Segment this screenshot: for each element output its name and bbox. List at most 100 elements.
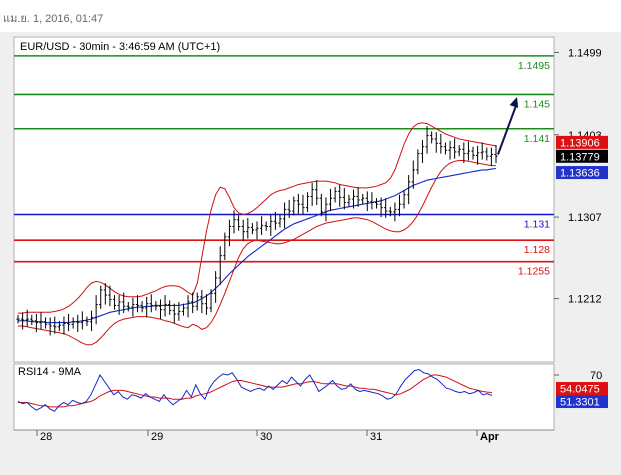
candle (241, 219, 245, 242)
candle (149, 294, 153, 313)
candle (347, 194, 351, 207)
x-tick-label: 30 (260, 431, 272, 443)
candle (356, 187, 360, 207)
candle (237, 215, 241, 231)
candle (416, 149, 420, 175)
candle (439, 133, 443, 154)
candle (126, 301, 130, 312)
candle (333, 187, 337, 203)
candle (39, 312, 43, 330)
candle (471, 146, 475, 160)
candle (20, 312, 25, 330)
forecast-arrow (497, 102, 518, 155)
candle (66, 313, 71, 332)
price-tag-bg (556, 166, 608, 180)
candle (494, 145, 498, 164)
candle (71, 317, 75, 329)
candle (99, 285, 103, 309)
candle (264, 221, 268, 231)
bollinger-bands (18, 122, 497, 346)
candle (57, 320, 61, 332)
candle (338, 184, 342, 207)
candle (246, 217, 250, 239)
candle (287, 199, 291, 218)
candle (53, 316, 57, 334)
candle (62, 316, 66, 335)
candle (89, 310, 94, 332)
price-panel (13, 36, 555, 363)
candle (310, 182, 314, 206)
candle (76, 314, 80, 332)
level-label: 1.145 (524, 98, 550, 110)
rsi-tag-current: 51.3301 (556, 395, 608, 409)
candle (94, 295, 98, 325)
candle (374, 198, 379, 209)
x-tick-label: 28 (40, 431, 52, 443)
candle (218, 246, 222, 285)
level-label: 1.131 (524, 219, 550, 231)
candle (186, 295, 190, 318)
candle (135, 295, 140, 313)
y-tick-label: 1.1307 (568, 212, 602, 224)
candle (80, 311, 84, 330)
candle (250, 223, 255, 235)
candle (177, 301, 181, 321)
header-timestamp: แม.ย. 1, 2016, 01:47 (3, 13, 103, 25)
price-tag-bg (556, 149, 608, 163)
level-label: 1.1495 (518, 60, 550, 72)
y-tick-label: 1.1212 (568, 294, 602, 306)
candles (16, 126, 498, 336)
bollinger-upper (18, 122, 497, 314)
candle (195, 292, 199, 311)
candle (117, 295, 121, 315)
candle (420, 139, 425, 164)
candle (379, 197, 383, 218)
candle (163, 295, 167, 317)
price-tag-label: 1.13636 (560, 168, 600, 180)
level-label: 1.141 (524, 133, 550, 145)
candle (269, 214, 273, 236)
candle (448, 140, 452, 160)
candle (453, 138, 457, 159)
candle (168, 300, 172, 315)
candle (397, 194, 402, 217)
candle (407, 175, 411, 205)
candle (204, 294, 209, 315)
candle (361, 193, 365, 205)
candle (402, 190, 406, 209)
candle (457, 145, 461, 157)
price-tag-bg (556, 135, 608, 149)
candle (485, 147, 489, 161)
candle (328, 188, 333, 212)
candle (227, 219, 232, 247)
level-label: 1.128 (524, 244, 550, 256)
candle (466, 141, 471, 161)
candle (425, 126, 429, 154)
candle (140, 301, 144, 313)
price-tag-ma: 1.13636 (556, 166, 608, 180)
candle (443, 142, 448, 155)
candle (85, 316, 89, 326)
candle (282, 202, 287, 229)
candle (131, 297, 135, 317)
bollinger-lower (18, 160, 496, 346)
candle (319, 193, 323, 217)
candle (30, 314, 34, 326)
price-tag-current: 1.13779 (556, 149, 608, 163)
candle (122, 292, 126, 314)
rsi-tick-label: 70 (590, 370, 602, 382)
candle (370, 192, 374, 210)
price-tag-label: 1.13779 (560, 151, 600, 163)
candle (489, 147, 494, 166)
candle (324, 197, 328, 222)
candle (48, 317, 52, 336)
x-tick-label: 31 (370, 431, 382, 443)
candle (351, 189, 356, 209)
candle (16, 314, 20, 324)
rsi-tag-label: 51.3301 (560, 397, 600, 409)
candle (305, 192, 310, 212)
candle (25, 309, 29, 327)
forecast-arrow-head (509, 97, 519, 108)
